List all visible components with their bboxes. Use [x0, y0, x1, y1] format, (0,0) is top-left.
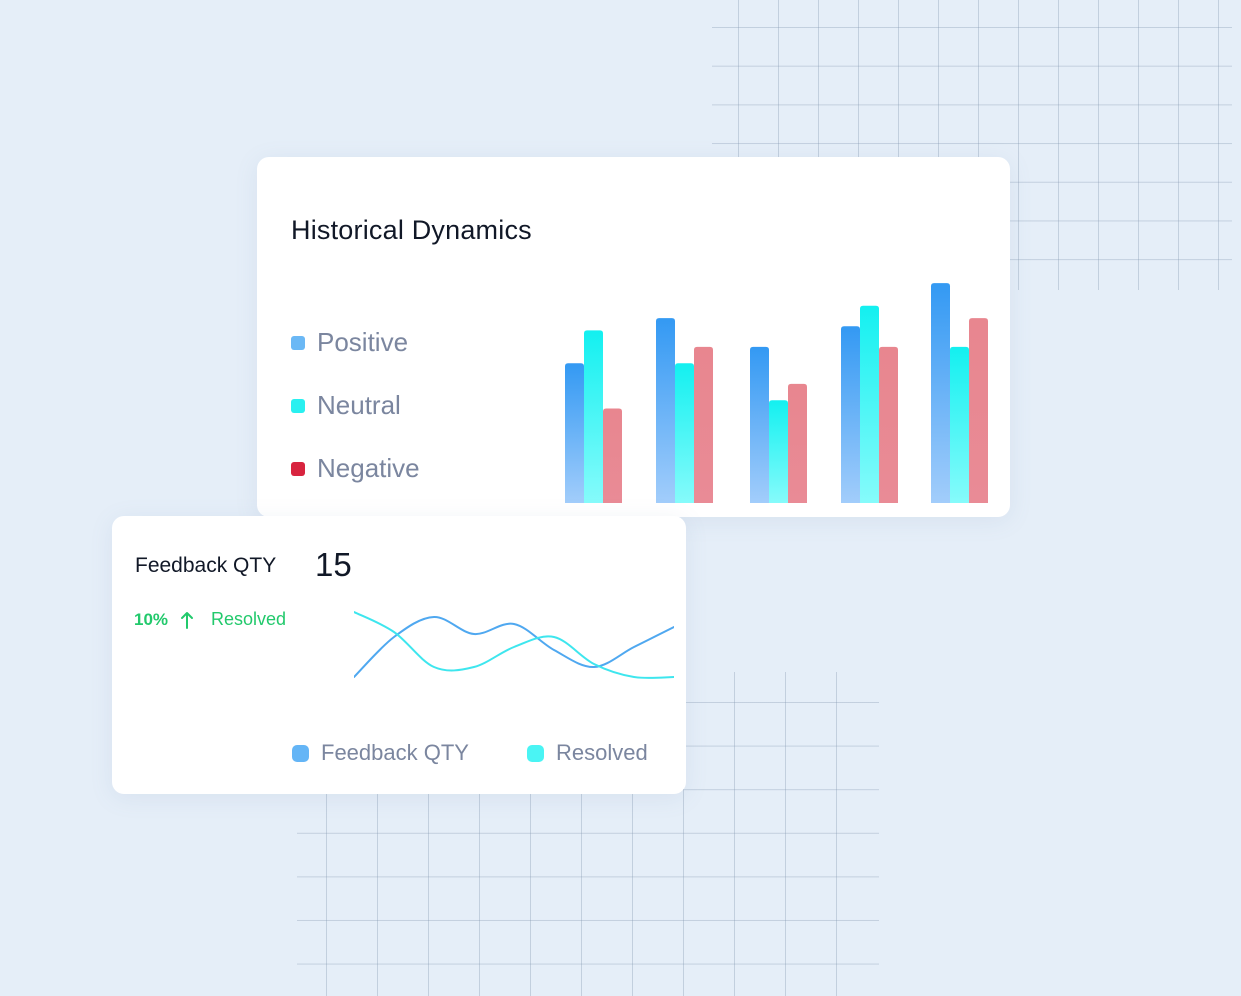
legend-swatch-neutral [291, 398, 305, 413]
bar-neutral-5 [950, 346, 969, 503]
resolved-percent: 10% [134, 610, 169, 629]
historical-bar-chart [565, 283, 988, 503]
bar-positive-3 [750, 346, 769, 503]
bar-negative-5 [969, 318, 988, 503]
legend-swatch-positive [291, 335, 305, 350]
legend-label-resolved: Resolved [556, 740, 648, 765]
legend-item-feedback-qty: Feedback QTY [292, 740, 469, 766]
feedback-line-chart [354, 611, 674, 679]
resolved-label: Resolved [211, 609, 287, 629]
legend-item-neutral: Neutral [291, 390, 401, 421]
card-title: Historical Dynamics [291, 215, 532, 245]
bar-neutral-1 [584, 330, 603, 503]
bar-neutral-2 [675, 363, 694, 503]
bar-positive-2 [656, 318, 675, 503]
legend-label-feedback-qty: Feedback QTY [321, 740, 469, 765]
legend-item-positive: Positive [291, 327, 408, 358]
feedback-label: Feedback QTY [135, 554, 277, 577]
arrow-up-icon [181, 612, 193, 629]
bar-positive-4 [841, 326, 860, 503]
bar-negative-3 [788, 383, 807, 503]
feedback-value: 15 [315, 546, 352, 583]
bar-neutral-4 [860, 305, 879, 503]
bar-negative-4 [879, 346, 898, 503]
bar-negative-1 [603, 408, 622, 503]
legend-item-negative: Negative [291, 453, 420, 484]
legend-swatch-feedback-qty [292, 744, 309, 762]
line-feedback-qty [354, 615, 674, 678]
bar-neutral-3 [769, 400, 788, 503]
legend-item-resolved: Resolved [527, 740, 648, 766]
line-resolved [354, 611, 674, 679]
bar-negative-2 [694, 346, 713, 503]
legend-swatch-negative [291, 461, 305, 476]
feedback-card: Feedback QTY 15 10% Resolved Feedback QT… [112, 516, 686, 794]
legend-label-negative: Negative [317, 453, 420, 483]
legend-label-positive: Positive [317, 327, 409, 357]
historical-dynamics-card: Historical Dynamics Positive Neutral Neg… [257, 157, 1010, 517]
bar-positive-5 [931, 283, 950, 503]
bar-positive-1 [565, 363, 584, 503]
legend-swatch-resolved [527, 744, 544, 762]
legend-label-neutral: Neutral [317, 390, 401, 420]
